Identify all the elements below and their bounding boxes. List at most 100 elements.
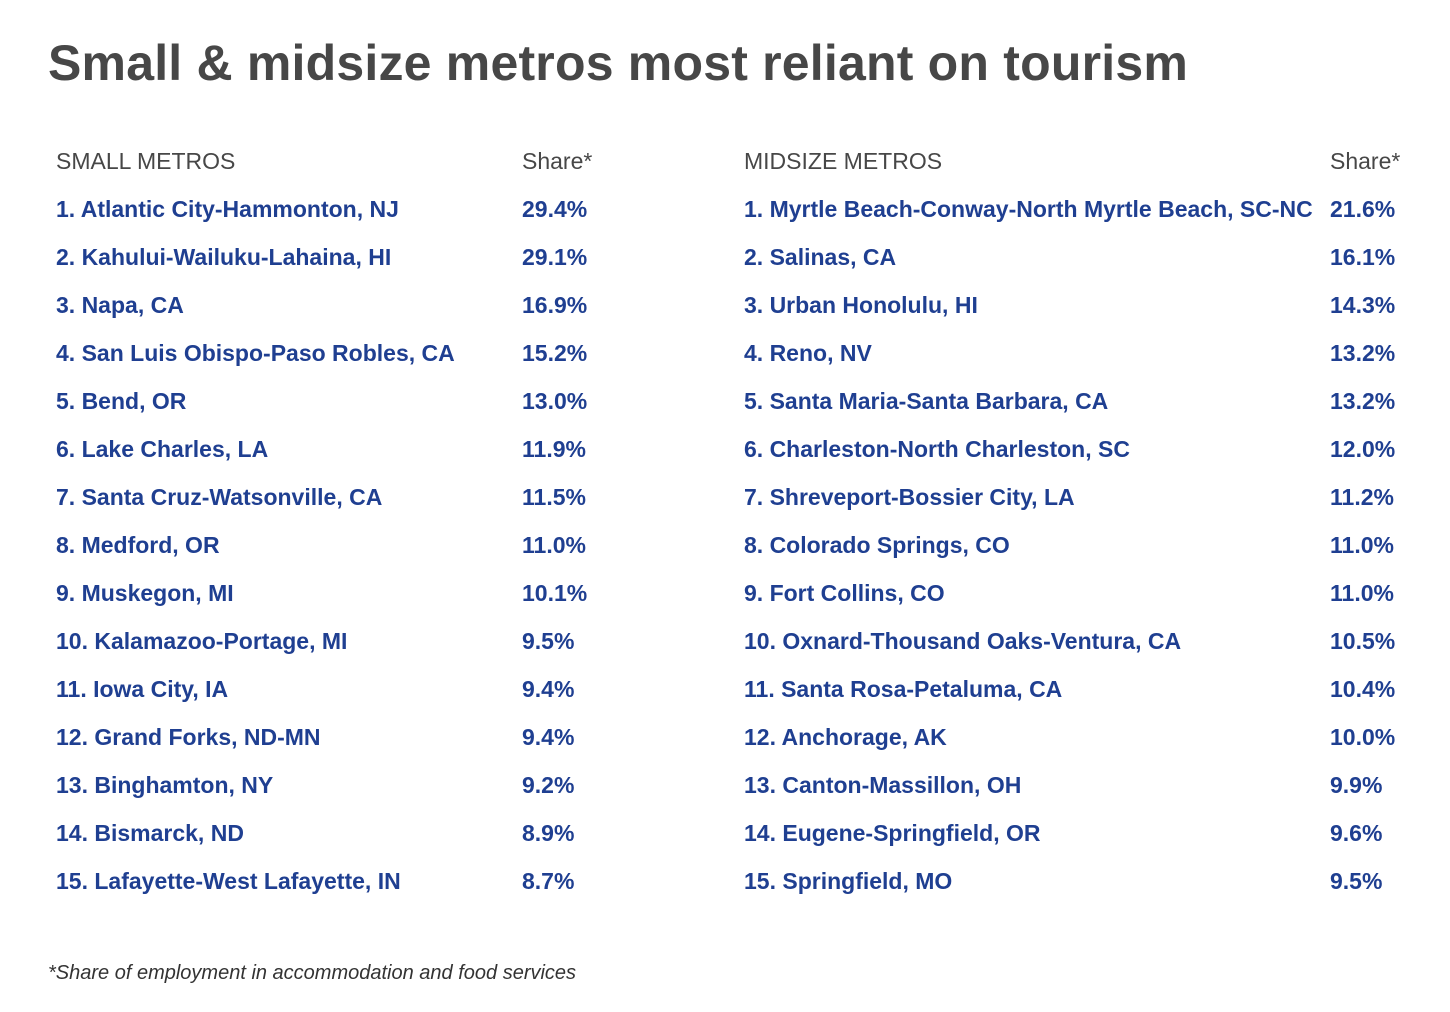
table-row: 14. Bismarck, ND 8.9% bbox=[56, 814, 656, 862]
metro-name-cell: 6. Lake Charles, LA bbox=[56, 436, 269, 462]
table-rows: 1. Atlantic City-Hammonton, NJ 29.4% 2. Ka… bbox=[56, 190, 656, 910]
table-row: 8. Medford, OR 11.0% bbox=[56, 526, 656, 574]
table-row: 7. Shreveport-Bossier City, LA 11.2% bbox=[744, 478, 1424, 526]
metro-name-cell: 8. Medford, OR bbox=[56, 532, 220, 558]
metro-name-cell: 7. Shreveport-Bossier City, LA bbox=[744, 484, 1075, 510]
share-value-cell: 9.5% bbox=[1330, 868, 1383, 894]
table-row: 3. Napa, CA 16.9% bbox=[56, 286, 656, 334]
share-value-cell: 21.6% bbox=[1330, 196, 1396, 222]
table-row: 1. Myrtle Beach-Conway-North Myrtle Beac… bbox=[744, 190, 1424, 238]
metro-name-cell: 4. San Luis Obispo-Paso Robles, CA bbox=[56, 340, 455, 366]
table-row: 15. Springfield, MO 9.5% bbox=[744, 862, 1424, 910]
share-value-cell: 29.1% bbox=[522, 244, 588, 270]
metro-name-cell: 14. Bismarck, ND bbox=[56, 820, 244, 846]
table-row: 2. Salinas, CA 16.1% bbox=[744, 238, 1424, 286]
table-row: 11. Iowa City, IA 9.4% bbox=[56, 670, 656, 718]
share-value-cell: 11.9% bbox=[522, 436, 586, 462]
table-row: 13. Canton-Massillon, OH 9.9% bbox=[744, 766, 1424, 814]
table-row: 11. Santa Rosa-Petaluma, CA 10.4% bbox=[744, 670, 1424, 718]
share-value-cell: 11.0% bbox=[1330, 532, 1394, 558]
share-value-cell: 9.2% bbox=[522, 772, 575, 798]
table-row: 3. Urban Honolulu, HI 14.3% bbox=[744, 286, 1424, 334]
metro-name-cell: 6. Charleston-North Charleston, SC bbox=[744, 436, 1130, 462]
share-value-cell: 13.0% bbox=[522, 388, 588, 414]
metro-name-cell: 4. Reno, NV bbox=[744, 340, 872, 366]
share-value-cell: 15.2% bbox=[522, 340, 588, 366]
footnote: *Share of employment in accommodation an… bbox=[48, 962, 577, 984]
metro-name-cell: 9. Fort Collins, CO bbox=[744, 580, 945, 606]
metro-name-cell: 12. Grand Forks, ND-MN bbox=[56, 724, 321, 750]
table-row: 13. Binghamton, NY 9.2% bbox=[56, 766, 656, 814]
metro-name-cell: 12. Anchorage, AK bbox=[744, 724, 947, 750]
share-value-cell: 12.0% bbox=[1330, 436, 1396, 462]
metro-name-cell: 11. Santa Rosa-Petaluma, CA bbox=[744, 676, 1063, 702]
share-value-cell: 13.2% bbox=[1330, 340, 1396, 366]
metro-name-cell: 7. Santa Cruz-Watsonville, CA bbox=[56, 484, 383, 510]
table-row: 7. Santa Cruz-Watsonville, CA 11.5% bbox=[56, 478, 656, 526]
share-value-cell: 16.1% bbox=[1330, 244, 1396, 270]
metro-name-cell: 3. Urban Honolulu, HI bbox=[744, 292, 978, 318]
column-header-metro: MIDSIZE METROS bbox=[744, 148, 943, 174]
table-row: 9. Fort Collins, CO 11.0% bbox=[744, 574, 1424, 622]
metro-name-cell: 14. Eugene-Springfield, OR bbox=[744, 820, 1041, 846]
share-value-cell: 13.2% bbox=[1330, 388, 1396, 414]
midsize-metros-table: MIDSIZE METROS Share* 1. Myrtle Beach-Co… bbox=[744, 142, 1424, 910]
table-row: 1. Atlantic City-Hammonton, NJ 29.4% bbox=[56, 190, 656, 238]
metro-name-cell: 15. Springfield, MO bbox=[744, 868, 953, 894]
column-header-metro: SMALL METROS bbox=[56, 148, 236, 174]
metro-name-cell: 11. Iowa City, IA bbox=[56, 676, 229, 702]
table-row: 6. Charleston-North Charleston, SC 12.0% bbox=[744, 430, 1424, 478]
table-row: 10. Oxnard-Thousand Oaks-Ventura, CA 10.5… bbox=[744, 622, 1424, 670]
chart-title: Small & midsize metros most reliant on t… bbox=[48, 35, 1189, 91]
share-value-cell: 16.9% bbox=[522, 292, 588, 318]
share-value-cell: 9.4% bbox=[522, 676, 575, 702]
share-value-cell: 8.9% bbox=[522, 820, 575, 846]
table-row: 5. Bend, OR 13.0% bbox=[56, 382, 656, 430]
table-row: 12. Grand Forks, ND-MN 9.4% bbox=[56, 718, 656, 766]
metro-name-cell: 10. Kalamazoo-Portage, MI bbox=[56, 628, 348, 654]
table-row: 4. San Luis Obispo-Paso Robles, CA 15.2% bbox=[56, 334, 656, 382]
share-value-cell: 14.3% bbox=[1330, 292, 1396, 318]
share-value-cell: 9.4% bbox=[522, 724, 575, 750]
share-value-cell: 9.5% bbox=[522, 628, 575, 654]
metro-name-cell: 2. Kahului-Wailuku-Lahaina, HI bbox=[56, 244, 392, 270]
metro-name-cell: 15. Lafayette-West Lafayette, IN bbox=[56, 868, 401, 894]
share-value-cell: 11.0% bbox=[1330, 580, 1394, 606]
share-value-cell: 11.2% bbox=[1330, 484, 1394, 510]
table-row: 2. Kahului-Wailuku-Lahaina, HI 29.1% bbox=[56, 238, 656, 286]
table-rows: 1. Myrtle Beach-Conway-North Myrtle Beac… bbox=[744, 190, 1424, 910]
column-header-share: Share* bbox=[1330, 148, 1401, 174]
share-value-cell: 8.7% bbox=[522, 868, 575, 894]
table-row: 14. Eugene-Springfield, OR 9.6% bbox=[744, 814, 1424, 862]
table-row: 10. Kalamazoo-Portage, MI 9.5% bbox=[56, 622, 656, 670]
share-value-cell: 10.0% bbox=[1330, 724, 1396, 750]
metro-name-cell: 2. Salinas, CA bbox=[744, 244, 897, 270]
metro-name-cell: 9. Muskegon, MI bbox=[56, 580, 234, 606]
metro-name-cell: 8. Colorado Springs, CO bbox=[744, 532, 1010, 558]
table-row: 12. Anchorage, AK 10.0% bbox=[744, 718, 1424, 766]
table-row: 15. Lafayette-West Lafayette, IN 8.7% bbox=[56, 862, 656, 910]
metro-name-cell: 10. Oxnard-Thousand Oaks-Ventura, CA bbox=[744, 628, 1182, 654]
share-value-cell: 29.4% bbox=[522, 196, 588, 222]
metro-name-cell: 5. Bend, OR bbox=[56, 388, 187, 414]
metro-name-cell: 1. Myrtle Beach-Conway-North Myrtle Beac… bbox=[744, 196, 1313, 222]
table-row: 8. Colorado Springs, CO 11.0% bbox=[744, 526, 1424, 574]
metro-name-cell: 13. Binghamton, NY bbox=[56, 772, 274, 798]
share-value-cell: 9.9% bbox=[1330, 772, 1383, 798]
small-metros-table: SMALL METROS Share* 1. Atlantic City-Ham… bbox=[56, 142, 656, 910]
share-value-cell: 11.5% bbox=[522, 484, 586, 510]
share-value-cell: 10.4% bbox=[1330, 676, 1396, 702]
share-value-cell: 11.0% bbox=[522, 532, 586, 558]
metro-name-cell: 5. Santa Maria-Santa Barbara, CA bbox=[744, 388, 1109, 414]
table-header-row: MIDSIZE METROS Share* bbox=[744, 142, 1424, 190]
metro-name-cell: 3. Napa, CA bbox=[56, 292, 184, 318]
share-value-cell: 10.1% bbox=[522, 580, 588, 606]
table-row: 9. Muskegon, MI 10.1% bbox=[56, 574, 656, 622]
metro-name-cell: 13. Canton-Massillon, OH bbox=[744, 772, 1022, 798]
metro-name-cell: 1. Atlantic City-Hammonton, NJ bbox=[56, 196, 399, 222]
table-row: 6. Lake Charles, LA 11.9% bbox=[56, 430, 656, 478]
share-value-cell: 10.5% bbox=[1330, 628, 1396, 654]
column-header-share: Share* bbox=[522, 148, 593, 174]
table-row: 5. Santa Maria-Santa Barbara, CA 13.2% bbox=[744, 382, 1424, 430]
table-header-row: SMALL METROS Share* bbox=[56, 142, 656, 190]
